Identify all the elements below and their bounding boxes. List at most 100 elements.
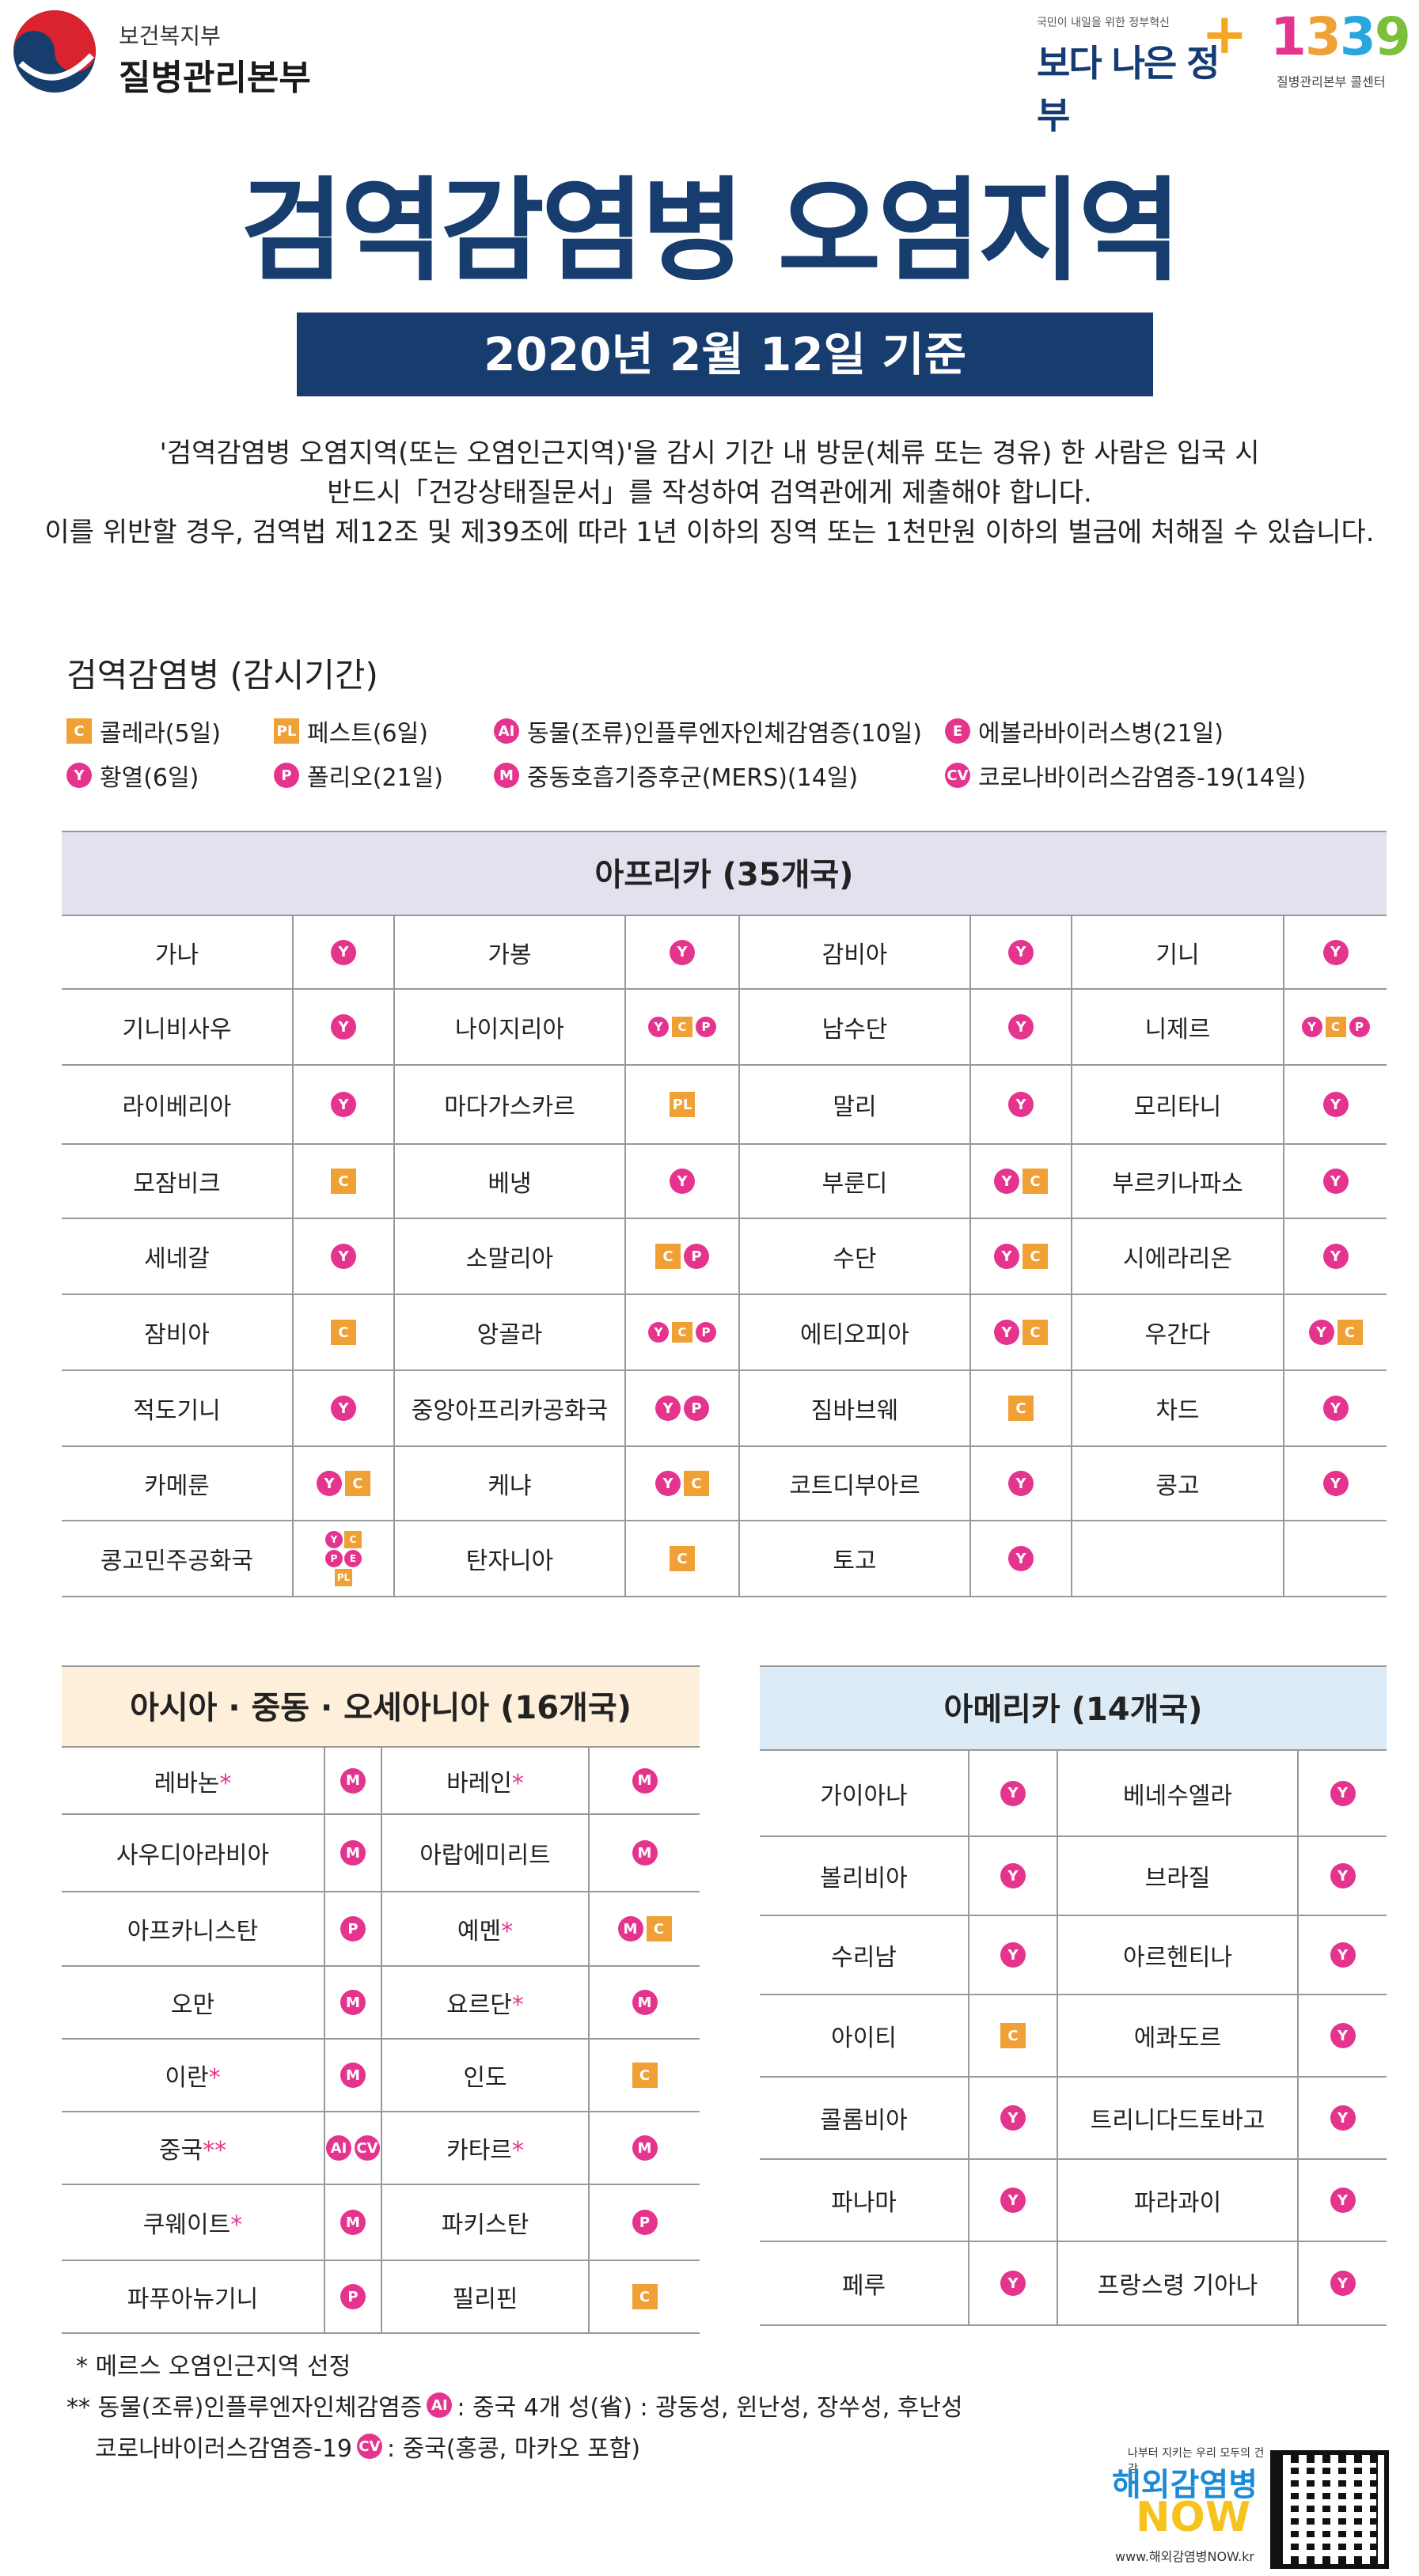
code-m-badge-icon: M bbox=[632, 1990, 658, 2015]
country-label: 말리 bbox=[833, 1093, 877, 1121]
code-y-badge-icon: Y bbox=[648, 1322, 669, 1343]
code-y-badge-icon: Y bbox=[670, 1169, 695, 1194]
date-banner: 2020년 2월 12일 기준 bbox=[297, 313, 1153, 396]
country-name: 니제르 bbox=[1071, 989, 1284, 1066]
code-m-badge-icon: M bbox=[632, 1767, 658, 1794]
disease-codes: Y bbox=[292, 989, 394, 1066]
footnote-ai: ** 동물(조류)인플루엔자인체감염증 AI : 중국 4개 성(省) : 광둥… bbox=[66, 2388, 963, 2423]
disease-codes: Y bbox=[292, 916, 394, 990]
code-p-badge-icon: P bbox=[340, 1916, 366, 1941]
country-label: 콜롬비아 bbox=[820, 2107, 908, 2135]
disease-codes: Y bbox=[1297, 1751, 1387, 1837]
america-table: 가이아나 Y 베네수엘라 Y 볼리비아 Y 브라질 Y 수리남 Y 아르헨티나 Y 아이티 C 에콰도르 Y 콜… bbox=[760, 1751, 1387, 2326]
country-name: 가이아나 bbox=[760, 1751, 969, 1837]
country-name: 기니 bbox=[1071, 916, 1284, 990]
country-label: 필리핀 bbox=[452, 2286, 518, 2313]
code-m-badge-icon: M bbox=[340, 1840, 366, 1866]
country-name: 수리남 bbox=[760, 1915, 969, 1995]
disease-codes: M bbox=[324, 1748, 381, 1815]
disease-codes: Y bbox=[624, 916, 739, 990]
page-title: 검역감염병 오염지역 bbox=[240, 166, 1182, 297]
country-name: 에콰도르 bbox=[1057, 1995, 1298, 2078]
footnote-cv: 코로나바이러스감염증-19 CV : 중국(홍콩, 마카오 포함) bbox=[95, 2429, 640, 2464]
country-label: 감비아 bbox=[821, 941, 888, 969]
qr-code-icon[interactable] bbox=[1270, 2450, 1389, 2569]
now-logo-now: NOW bbox=[1136, 2494, 1251, 2541]
code-c-badge-icon: C bbox=[632, 2063, 658, 2088]
country-name: 세네갈 bbox=[62, 1218, 293, 1295]
country-label: 레바논 bbox=[154, 1769, 220, 1798]
disease-codes: C bbox=[292, 1144, 394, 1219]
notice-text: '검역감염병 오염지역(또는 오염인근지역)'을 감시 기간 내 방문(체류 또… bbox=[32, 434, 1387, 552]
legend-item: AI 동물(조류)인플루엔자인체감염증(10일) bbox=[494, 714, 922, 748]
table-row: 아이티 C 에콰도르 Y bbox=[760, 1995, 1387, 2078]
cv-badge-icon: CV bbox=[357, 2434, 382, 2459]
country-name: 아이티 bbox=[760, 1995, 969, 2078]
code-c-badge-icon: C bbox=[684, 1471, 709, 1496]
code-y-badge-icon: Y bbox=[1000, 2105, 1026, 2131]
table-row: 사우디아라비아 M 아랍에미리트 M bbox=[62, 1814, 700, 1892]
table-row: 콩고민주공화국 Y C P E PL 탄자니아 C 토고 Y bbox=[62, 1521, 1387, 1597]
country-label: 예멘 bbox=[457, 1918, 502, 1945]
code-c-badge-icon: C bbox=[331, 1169, 356, 1194]
code-e-badge-icon: E bbox=[945, 718, 970, 744]
country-name: 콩고 bbox=[1071, 1446, 1284, 1521]
country-label: 부룬디 bbox=[821, 1170, 888, 1198]
disease-codes: C bbox=[968, 1995, 1057, 2078]
notice-line: '검역감염병 오염지역(또는 오염인근지역)'을 감시 기간 내 방문(체류 또… bbox=[159, 438, 1260, 469]
country-label: 볼리비아 bbox=[820, 1865, 908, 1892]
disease-codes: C bbox=[588, 2039, 700, 2112]
disease-codes: M bbox=[324, 1966, 381, 2040]
country-name: 파키스탄 bbox=[381, 2184, 589, 2261]
africa-heading: 아프리카 (35개국) bbox=[62, 831, 1387, 916]
table-row: 가나 Y 가봉 Y 감비아 Y 기니 Y bbox=[62, 916, 1387, 990]
country-name: 중앙아프리카공화국 bbox=[393, 1370, 625, 1447]
code-cv-badge-icon: CV bbox=[355, 2135, 380, 2161]
disease-codes: Y bbox=[1297, 1915, 1387, 1995]
disease-codes: M bbox=[324, 2184, 381, 2261]
disease-codes: Y bbox=[1283, 1144, 1387, 1219]
country-name: 트리니다드토바고 bbox=[1057, 2077, 1298, 2160]
code-y-badge-icon: Y bbox=[1322, 1396, 1349, 1421]
table-row: 모잠비크 C 베냉 Y 부룬디 Y C 부르키나파소 Y bbox=[62, 1144, 1387, 1219]
country-label: 이란 bbox=[165, 2064, 209, 2092]
code-c-badge-icon: C bbox=[1325, 1017, 1346, 1037]
gov-logo: 국민이 내일을 위한 정부혁신 보다 나은 정부 + bbox=[1029, 6, 1248, 137]
disease-codes: Y bbox=[1283, 916, 1387, 990]
gov-small-text: 국민이 내일을 위한 정부혁신 bbox=[1037, 17, 1170, 29]
code-c-badge-icon: C bbox=[331, 1320, 356, 1345]
country-label: 차드 bbox=[1155, 1397, 1200, 1425]
country-label: 코트디부아르 bbox=[789, 1472, 920, 1500]
country-label: 베냉 bbox=[488, 1170, 532, 1198]
code-m-badge-icon: M bbox=[494, 763, 519, 788]
country-label: 트리니다드토바고 bbox=[1090, 2107, 1265, 2135]
code-y-badge-icon: Y bbox=[1008, 939, 1034, 965]
legend-label: 황열(6일) bbox=[100, 764, 199, 792]
code-p-badge-icon: P bbox=[696, 1017, 716, 1037]
country-label: 베네수엘라 bbox=[1123, 1782, 1232, 1810]
code-ai-badge-icon: AI bbox=[326, 2135, 351, 2161]
country-name: 모리타니 bbox=[1071, 1065, 1284, 1145]
code-y-badge-icon: Y bbox=[655, 1471, 681, 1496]
country-label: 라이베리아 bbox=[122, 1093, 232, 1121]
code-y-badge-icon: Y bbox=[1330, 1863, 1356, 1888]
country-label: 앙골라 bbox=[476, 1321, 543, 1349]
code-p-badge-icon: P bbox=[325, 1550, 343, 1567]
code-p-badge-icon: P bbox=[340, 2284, 366, 2309]
code-y-badge-icon: Y bbox=[331, 1396, 356, 1421]
code-y-badge-icon: Y bbox=[1330, 2188, 1356, 2213]
country-label: 에티오피아 bbox=[800, 1321, 909, 1349]
legend-item: P 폴리오(21일) bbox=[274, 758, 443, 793]
now-logo-small: 나부터 지키는 우리 모두의 건강 bbox=[1128, 2447, 1265, 2476]
disease-codes: Y bbox=[968, 1915, 1057, 1995]
country-label: 잠비아 bbox=[144, 1321, 210, 1349]
country-label: 니제르 bbox=[1144, 1016, 1211, 1044]
disease-codes: Y bbox=[1283, 1218, 1387, 1295]
code-y-badge-icon: Y bbox=[1330, 2023, 1356, 2048]
country-name: 필리핀 bbox=[381, 2260, 589, 2334]
country-name: 프랑스령 기아나 bbox=[1057, 2241, 1298, 2326]
